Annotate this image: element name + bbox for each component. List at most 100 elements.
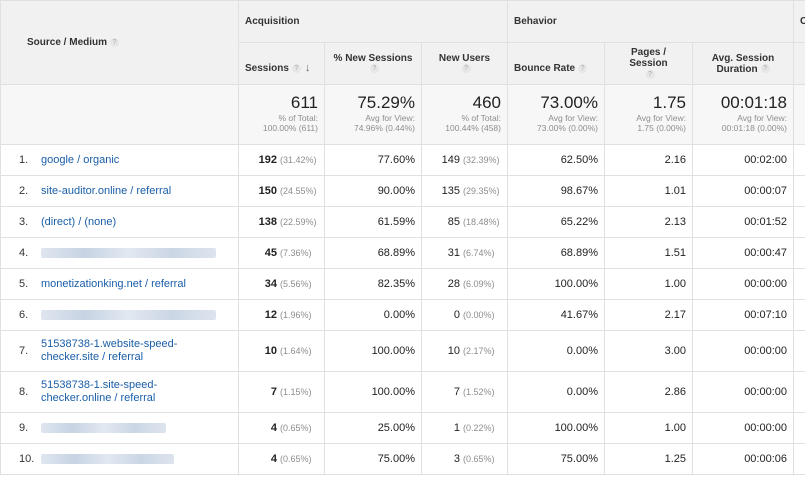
new-users-header-label: New Users xyxy=(438,52,491,64)
source-medium-header[interactable]: Source / Medium? xyxy=(0,0,239,85)
sessions-value: 45 xyxy=(264,247,277,259)
total-pages-session: 1.75 Avg for View: 1.75 (0.00%) xyxy=(604,84,693,145)
help-icon[interactable]: ? xyxy=(110,37,120,47)
new-users-pct: (0.00%) xyxy=(463,310,495,320)
new-users-value: 1 xyxy=(453,422,460,434)
new-sessions-header[interactable]: % New Sessions ? xyxy=(324,42,422,85)
source-cell: 1. google / organic xyxy=(0,144,239,176)
new-users-header[interactable]: New Users ? xyxy=(421,42,508,85)
sessions-header[interactable]: Sessions? ↓ xyxy=(238,42,325,85)
total-pages-session-sub2: 1.75 (0.00%) xyxy=(637,123,686,133)
source-medium-link[interactable]: google / organic xyxy=(41,153,120,166)
new-sessions-cell: 100.00% xyxy=(324,330,422,372)
total-new-users-sub1: % of Total: xyxy=(461,113,501,123)
sessions-pct: (31.42%) xyxy=(280,155,317,165)
avg-duration-header-label-1: Avg. Session xyxy=(711,52,775,64)
pages-session-cell: 1.00 xyxy=(604,412,693,444)
new-users-pct: (6.74%) xyxy=(463,248,495,258)
sort-desc-icon[interactable]: ↓ xyxy=(304,62,311,74)
pages-session-header[interactable]: Pages / Session ? xyxy=(604,42,693,85)
source-medium-link[interactable]: 51538738-1.site-speed-checker.online / r… xyxy=(41,379,158,404)
bounce-rate-cell: 65.22% xyxy=(507,206,605,238)
new-users-pct: (6.09%) xyxy=(463,279,495,289)
sessions-cell: 150 (24.55%) xyxy=(238,175,325,207)
bounce-rate-cell: 0.00% xyxy=(507,371,605,413)
total-new-users-sub2: 100.44% (458) xyxy=(445,123,501,133)
sessions-header-label: Sessions xyxy=(245,63,289,74)
row-index: 7. xyxy=(19,345,29,357)
sessions-pct: (1.15%) xyxy=(280,387,312,397)
pages-session-cell: 1.25 xyxy=(604,443,693,475)
behavior-group-header: Behavior xyxy=(506,0,795,43)
total-new-users-value: 460 xyxy=(472,93,501,112)
row-index: 1. xyxy=(19,154,29,166)
sessions-value: 192 xyxy=(258,154,277,166)
sessions-value: 4 xyxy=(270,422,277,434)
source-medium-link[interactable]: (direct) / (none) xyxy=(41,215,117,228)
help-icon[interactable]: ? xyxy=(291,63,301,73)
sessions-pct: (0.65%) xyxy=(280,423,312,433)
new-users-cell: 10 (2.17%) xyxy=(421,330,508,372)
bounce-rate-cell: 98.67% xyxy=(507,175,605,207)
source-medium-link[interactable]: 51538738-1.website-speed-checker.site / … xyxy=(41,338,178,363)
sessions-value: 10 xyxy=(264,345,277,357)
conversions-cell xyxy=(793,443,805,475)
source-medium-link[interactable]: monetizationking.net / referral xyxy=(41,277,186,290)
acquisition-group-header: Acquisition xyxy=(238,0,508,43)
sessions-cell: 7 (1.15%) xyxy=(238,371,325,413)
new-sessions-cell: 0.00% xyxy=(324,299,422,331)
conversions-cell xyxy=(793,206,805,238)
total-sessions-sub1: % of Total: xyxy=(278,113,318,123)
total-new-users: 460 % of Total: 100.44% (458) xyxy=(421,84,508,145)
new-users-pct: (0.65%) xyxy=(463,454,495,464)
source-cell: 7. 51538738-1.website-speed-checker.site … xyxy=(0,330,239,372)
conversions-cell xyxy=(793,299,805,331)
row-index: 2. xyxy=(19,185,29,197)
sessions-value: 34 xyxy=(264,278,277,290)
source-medium-label: Source / Medium xyxy=(27,37,108,48)
redacted-source xyxy=(41,454,174,464)
table-row: 7. 51538738-1.website-speed-checker.site … xyxy=(0,330,805,372)
sessions-pct: (24.55%) xyxy=(280,186,317,196)
new-users-cell: 135 (29.35%) xyxy=(421,175,508,207)
total-sessions-value: 611 xyxy=(290,93,318,112)
help-icon[interactable]: ? xyxy=(461,64,471,74)
total-avg-duration-sub2: 00:01:18 (0.00%) xyxy=(721,123,788,133)
table-row: 4. 45 (7.36%) 68.89% 31 (6.74%) 68.89% 1.5… xyxy=(0,237,805,269)
conversions-cell xyxy=(793,175,805,207)
help-icon[interactable]: ? xyxy=(578,63,588,73)
row-index: 5. xyxy=(19,278,29,290)
help-icon[interactable]: ? xyxy=(370,64,379,74)
pages-session-cell: 2.86 xyxy=(604,371,693,413)
sessions-cell: 4 (0.65%) xyxy=(238,412,325,444)
total-avg-duration: 00:01:18 Avg for View: 00:01:18 (0.00%) xyxy=(691,84,795,145)
bounce-rate-header[interactable]: Bounce Rate? xyxy=(507,42,605,85)
avg-duration-cell: 00:00:06 xyxy=(691,443,795,475)
avg-duration-header[interactable]: Avg. Session Duration? xyxy=(691,42,795,85)
source-cell: 6. xyxy=(0,299,239,331)
table-row: 10. 4 (0.65%) 75.00% 3 (0.65%) 75.00% 1.25… xyxy=(0,443,805,475)
source-cell: 2. site-auditor.online / referral xyxy=(0,175,239,207)
new-sessions-cell: 25.00% xyxy=(324,412,422,444)
help-icon[interactable]: ? xyxy=(645,69,655,79)
redacted-source xyxy=(41,310,216,320)
avg-duration-cell: 00:00:00 xyxy=(691,412,795,444)
sessions-cell: 138 (22.59%) xyxy=(238,206,325,238)
conversions-header xyxy=(793,42,805,85)
avg-duration-cell: 00:01:52 xyxy=(691,206,795,238)
new-sessions-cell: 61.59% xyxy=(324,206,422,238)
sessions-value: 138 xyxy=(258,216,277,228)
help-icon[interactable]: ? xyxy=(760,64,770,74)
source-medium-link[interactable]: site-auditor.online / referral xyxy=(41,184,172,197)
new-users-pct: (18.48%) xyxy=(463,217,500,227)
row-index: 4. xyxy=(19,247,29,259)
pages-session-header-label: Pages / Session xyxy=(629,47,668,69)
pages-session-cell: 2.16 xyxy=(604,144,693,176)
sessions-pct: (7.36%) xyxy=(280,248,312,258)
total-new-sessions-sub1: Avg for View: xyxy=(365,113,415,123)
new-users-value: 85 xyxy=(447,216,460,228)
source-cell: 5. monetizationking.net / referral xyxy=(0,268,239,300)
new-users-value: 31 xyxy=(447,247,460,259)
conversions-cell xyxy=(793,371,805,413)
pages-session-cell: 1.01 xyxy=(604,175,693,207)
